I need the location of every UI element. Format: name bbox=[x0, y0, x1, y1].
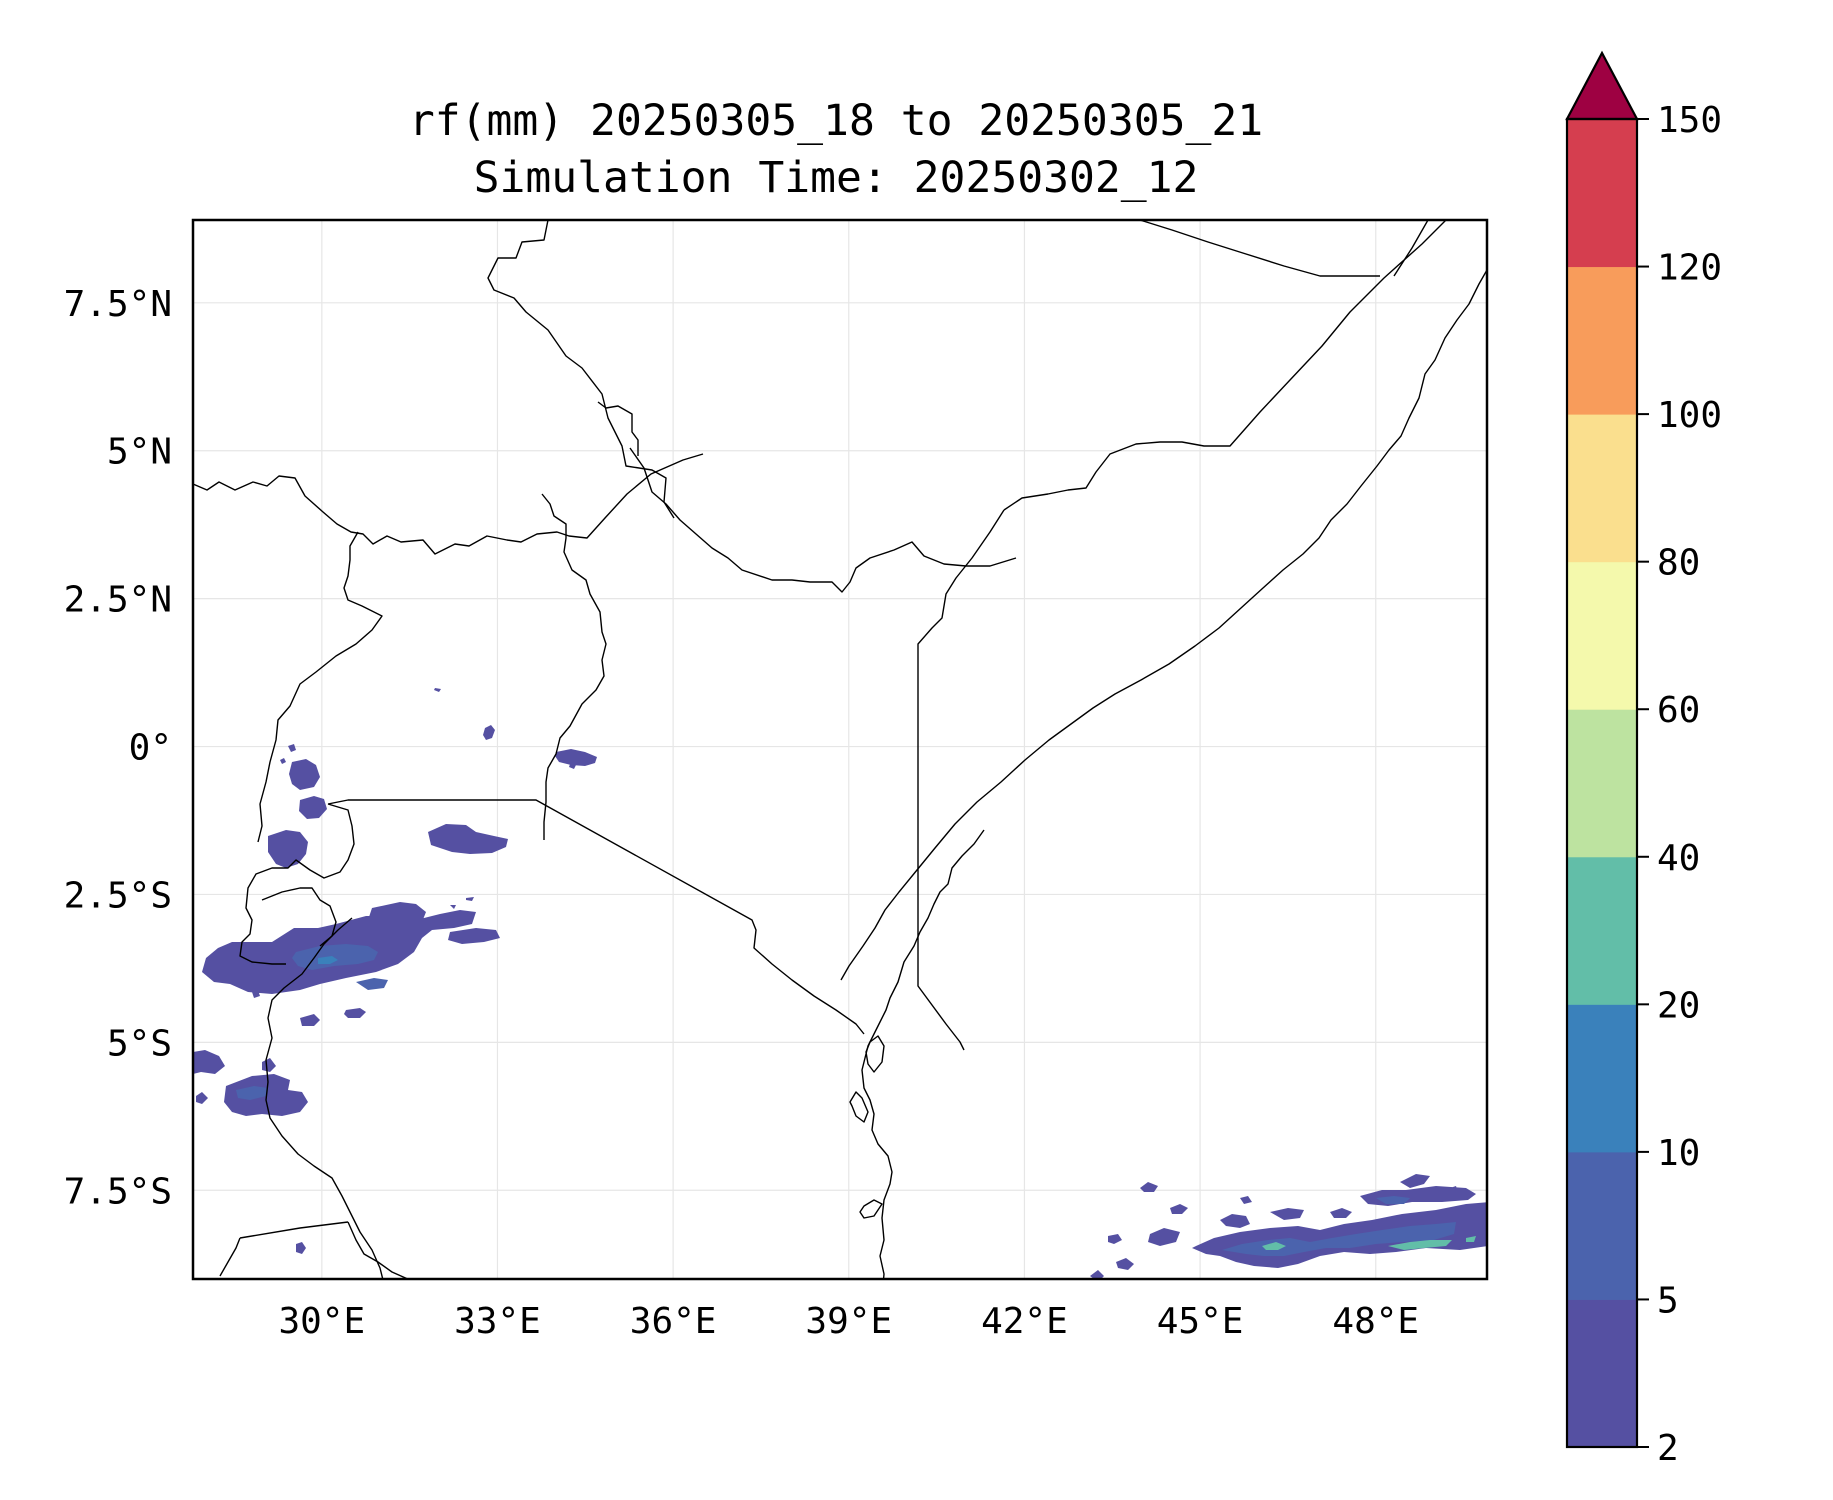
colorbar-band-7 bbox=[1567, 266, 1637, 415]
lon-tick-label-1: 33°E bbox=[454, 1301, 541, 1342]
colorbar-tick-label-7: 100 bbox=[1657, 395, 1722, 436]
colorbar-band-6 bbox=[1567, 414, 1637, 563]
colorbar-extend-triangle bbox=[1565, 50, 1639, 121]
lat-tick-label-4: 2.5°S bbox=[64, 875, 172, 916]
lat-tick-label-0: 7.5°N bbox=[64, 284, 172, 325]
colorbar-band-0 bbox=[1567, 1299, 1637, 1448]
lon-tick-label-2: 36°E bbox=[630, 1301, 717, 1342]
lon-tick-label-6: 48°E bbox=[1332, 1301, 1419, 1342]
colorbar-band-3 bbox=[1567, 856, 1637, 1005]
country-borders bbox=[193, 220, 1487, 1279]
rainfall-area-western-kenya bbox=[434, 688, 597, 769]
colorbar-band-8 bbox=[1567, 119, 1637, 268]
lon-tick-label-4: 42°E bbox=[981, 1301, 1068, 1342]
colorbar-tick-label-9: 150 bbox=[1657, 100, 1722, 141]
lat-tick-label-1: 5°N bbox=[107, 432, 172, 473]
colorbar-tick-label-1: 5 bbox=[1657, 1280, 1679, 1321]
rainfall-area-rwanda-burundi bbox=[268, 744, 327, 868]
lat-tick-label-5: 5°S bbox=[107, 1023, 172, 1064]
lat-tick-label-2: 2.5°N bbox=[64, 580, 172, 621]
colorbar-band-2 bbox=[1567, 1004, 1637, 1153]
colorbar: 2 5 10 20 40 60 80 100 120 150 bbox=[1565, 50, 1722, 1469]
latitude-tick-labels: 7.5°N 5°N 2.5°N 0° 2.5°S 5°S 7.5°S bbox=[64, 284, 172, 1212]
lon-tick-label-3: 39°E bbox=[805, 1301, 892, 1342]
rainfall-area-lake-tanganyika bbox=[193, 1050, 308, 1116]
longitude-tick-labels: 30°E 33°E 36°E 39°E 42°E 45°E 48°E bbox=[278, 1301, 1419, 1342]
map-frame bbox=[191, 218, 1489, 1281]
colorbar-bands bbox=[1567, 119, 1637, 1448]
rainfall-area-indian-ocean-peak bbox=[1262, 1236, 1476, 1250]
colorbar-band-5 bbox=[1567, 561, 1637, 710]
colorbar-outline bbox=[1565, 117, 1639, 1449]
map-gridlines bbox=[193, 220, 1487, 1279]
colorbar-tick-label-3: 20 bbox=[1657, 985, 1700, 1026]
colorbar-tick-label-2: 10 bbox=[1657, 1133, 1700, 1174]
colorbar-tick-label-6: 80 bbox=[1657, 543, 1700, 584]
colorbar-tick-label-0: 2 bbox=[1657, 1428, 1679, 1469]
rainfall-area-southwest-blip bbox=[296, 1242, 306, 1254]
title-line-2: Simulation Time: 20250302_12 bbox=[474, 153, 1199, 203]
lon-tick-label-5: 45°E bbox=[1157, 1301, 1244, 1342]
title-line-1: rf(mm) 20250305_18 to 20250305_21 bbox=[409, 96, 1263, 146]
rainfall-area-indian-ocean-core bbox=[1222, 1196, 1456, 1256]
lat-tick-label-3: 0° bbox=[129, 728, 172, 769]
colorbar-band-1 bbox=[1567, 1151, 1637, 1300]
rainfall-area-western-tanzania-peak bbox=[318, 956, 338, 964]
map-area bbox=[193, 220, 1487, 1279]
colorbar-tick-label-4: 40 bbox=[1657, 838, 1700, 879]
lon-tick-label-0: 30°E bbox=[278, 1301, 365, 1342]
rainfall-area-lake-tanganyika-core bbox=[236, 1086, 268, 1100]
colorbar-tick-label-5: 60 bbox=[1657, 690, 1700, 731]
colorbar-band-4 bbox=[1567, 709, 1637, 858]
colorbar-tick-label-8: 120 bbox=[1657, 248, 1722, 289]
rainfall-area-lake-victoria bbox=[428, 824, 508, 909]
lat-tick-label-6: 7.5°S bbox=[64, 1171, 172, 1212]
colorbar-ticks: 2 5 10 20 40 60 80 100 120 150 bbox=[1637, 100, 1722, 1469]
